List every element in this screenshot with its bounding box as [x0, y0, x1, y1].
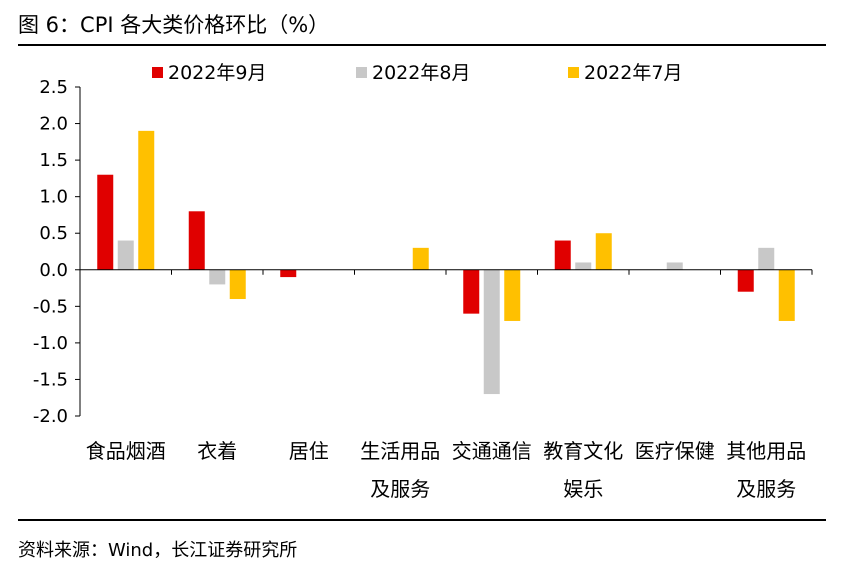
- y-tick-label: 0.0: [39, 260, 68, 281]
- legend-label-2: 2022年7月: [584, 62, 682, 84]
- bar-series-0-cat-2: [280, 269, 297, 278]
- y-tick-label: 2.0: [39, 114, 68, 135]
- bar-series-2-cat-4: [504, 269, 521, 321]
- bar-series-0-cat-5: [554, 240, 571, 270]
- y-tick-label: -1.5: [33, 369, 68, 390]
- bars: [97, 130, 795, 395]
- bar-series-2-cat-7: [778, 269, 795, 321]
- category-label: 娱乐: [563, 477, 603, 501]
- category-label: 其他用品: [726, 439, 806, 463]
- bar-series-2-cat-1: [229, 269, 246, 300]
- legend-label-1: 2022年8月: [372, 62, 470, 84]
- bar-series-1-cat-0: [117, 240, 134, 270]
- bar-series-0-cat-7: [737, 269, 754, 292]
- category-label: 及服务: [736, 477, 796, 501]
- bar-series-0-cat-4: [463, 269, 480, 314]
- legend: 2022年9月 2022年8月 2022年7月: [152, 62, 682, 84]
- bar-series-1-cat-4: [483, 269, 500, 395]
- cpi-bar-chart: 2022年9月 2022年8月 2022年7月 2.5 2.0 1.5 1.0 0.5 0.0…: [33, 62, 813, 501]
- x-axis: [79, 269, 813, 275]
- y-axis: 2.5 2.0 1.5 1.0 0.5 0.0 -0.5 -1.0 -1.5 -2.0: [33, 77, 81, 427]
- bar-series-0-cat-0: [97, 174, 114, 270]
- bar-series-2-cat-0: [138, 130, 155, 270]
- category-label: 教育文化: [543, 439, 623, 463]
- y-tick-label: 2.5: [39, 77, 68, 98]
- category-label: 居住: [289, 439, 329, 463]
- y-tick-label: -0.5: [33, 296, 68, 317]
- y-tick-label: 1.0: [39, 187, 68, 208]
- bar-series-1-cat-1: [209, 269, 226, 285]
- source-note: 资料来源：Wind，长江证券研究所: [18, 540, 298, 561]
- legend-swatch-1: [356, 67, 367, 78]
- bar-series-1-cat-7: [758, 247, 775, 270]
- bar-series-1-cat-5: [575, 262, 592, 270]
- category-label: 衣着: [197, 439, 237, 463]
- bottom-rule: [18, 519, 826, 521]
- category-label: 生活用品: [360, 439, 440, 463]
- category-label: 医疗保健: [635, 439, 715, 463]
- category-label: 及服务: [370, 477, 430, 501]
- top-rule: [18, 44, 826, 46]
- figure-title: 图 6：CPI 各大类价格环比（%）: [18, 13, 330, 37]
- bar-series-0-cat-1: [188, 211, 205, 270]
- bar-series-1-cat-6: [666, 262, 683, 270]
- y-tick-label: -2.0: [33, 406, 68, 427]
- y-tick-label: 0.5: [39, 223, 68, 244]
- legend-swatch-0: [152, 67, 163, 78]
- category-label: 交通通信: [452, 439, 532, 463]
- bar-series-2-cat-3: [412, 247, 429, 270]
- bar-series-2-cat-5: [595, 233, 612, 270]
- legend-label-0: 2022年9月: [168, 62, 266, 84]
- category-label: 食品烟酒: [86, 439, 166, 463]
- y-tick-label: 1.5: [39, 150, 68, 171]
- y-tick-label: -1.0: [33, 333, 68, 354]
- legend-swatch-2: [568, 67, 579, 78]
